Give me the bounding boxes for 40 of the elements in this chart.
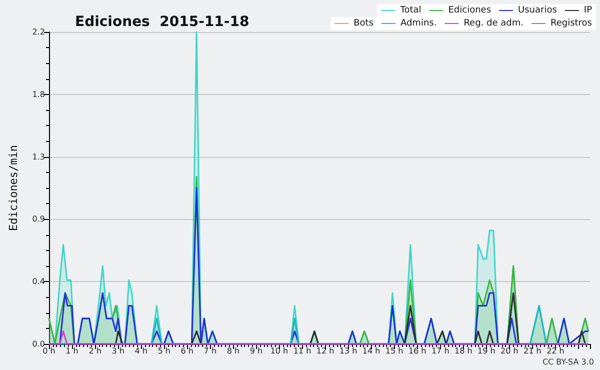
x-tick-label: 10 h: [270, 346, 288, 356]
x-tick-label: 5 h: [158, 346, 170, 356]
x-tick-label: 9 h: [250, 346, 263, 356]
legend-label: Registros: [550, 18, 592, 28]
x-tick-label: 22 h: [546, 346, 564, 356]
x-tick-label: 2 h: [88, 346, 102, 356]
x-tick-label: 0 h: [42, 346, 56, 356]
y-tick-label: 1.8: [32, 90, 45, 99]
y-tick-label: 2.2: [32, 28, 45, 36]
legend-label: Total: [399, 6, 422, 16]
legend-label: Admins.: [400, 18, 437, 28]
x-tick-label: 16 h: [408, 346, 426, 356]
x-tick-label: 11 h: [293, 346, 312, 356]
y-tick-label: 0.9: [32, 214, 45, 224]
x-tick-label: 7 h: [204, 346, 216, 356]
y-tick-label: 0.0: [32, 340, 45, 348]
x-tick-label: 4 h: [134, 346, 148, 356]
x-tick-label: 17 h: [431, 346, 450, 356]
legend-label: Reg. de adm.: [464, 18, 524, 28]
chart-title: Ediciones 2015-11-18: [75, 14, 250, 30]
x-tick-label: 6 h: [180, 346, 194, 356]
x-tick-label: 8 h: [226, 346, 240, 356]
legend-label: Usuarios: [518, 6, 558, 16]
x-tick-label: 20 h: [500, 346, 518, 356]
x-tick-label: 21 h: [524, 346, 542, 356]
x-tick-label: 12 h: [316, 346, 334, 356]
legend-label: IP: [584, 6, 593, 16]
legend-label: Ediciones: [448, 6, 492, 16]
legend-label: Bots: [354, 18, 374, 28]
y-tick-label: 0.4: [32, 277, 45, 286]
y-tick-label: 1.3: [32, 152, 45, 162]
x-tick-label: 13 h: [339, 346, 358, 356]
x-tick-label: 1 h: [66, 346, 78, 356]
x-tick-label: 18 h: [454, 346, 472, 356]
x-tick-label: 15 h: [385, 346, 404, 356]
x-tick-label: 14 h: [362, 346, 380, 356]
y-axis-title: Ediciones/min: [7, 144, 20, 232]
x-tick-label: 3 h: [112, 346, 124, 356]
x-tick-label: 19 h: [478, 346, 496, 356]
text: CC BY-SA 3.0: [542, 358, 594, 366]
